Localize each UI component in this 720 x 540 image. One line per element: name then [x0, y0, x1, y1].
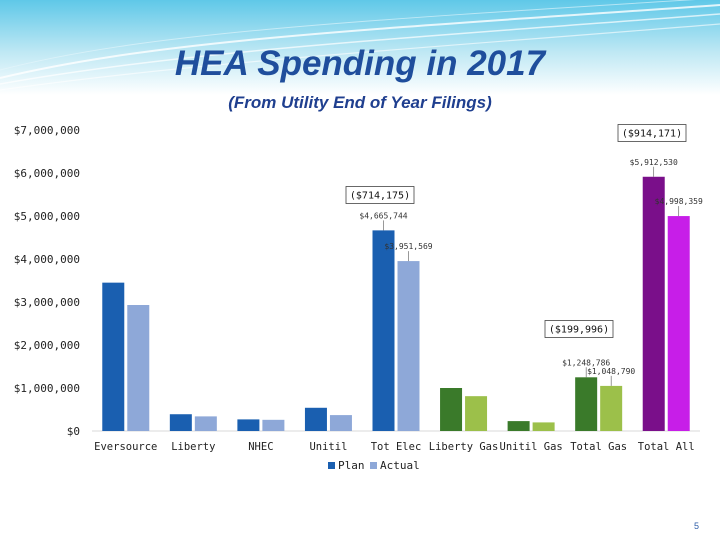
x-tick-label: Tot Elec — [371, 441, 422, 453]
bar-unitil-gas-actual — [532, 422, 555, 431]
x-tick-label: NHEC — [248, 441, 273, 453]
data-label: $1,048,790 — [587, 367, 635, 376]
variance-label: ($714,175) — [350, 191, 410, 202]
x-tick-label: Liberty — [171, 441, 215, 453]
x-tick-label: Total All — [638, 441, 695, 453]
bar-tot-elec-plan — [372, 230, 395, 431]
variance-box — [544, 320, 614, 338]
data-label: $3,951,569 — [384, 242, 432, 251]
bar-liberty-gas-actual — [465, 396, 488, 431]
bar-total-gas-actual — [600, 385, 623, 431]
legend-label: Plan — [338, 459, 365, 472]
bar-liberty-plan — [169, 414, 192, 431]
legend-swatch-plan — [328, 462, 335, 469]
data-label: $4,665,744 — [359, 211, 407, 220]
bar-eversource-plan — [102, 282, 125, 431]
slide-title: HEA Spending in 2017 — [174, 44, 546, 83]
slide-subtitle: (From Utility End of Year Filings) — [228, 93, 492, 112]
bar-total-gas-plan — [575, 377, 598, 431]
bar-unitil-plan — [304, 407, 327, 431]
bar-total-all-plan — [642, 176, 665, 431]
variance-label: ($199,996) — [549, 325, 609, 336]
legend-label: Actual — [380, 459, 420, 472]
data-label: $1,248,786 — [562, 358, 610, 367]
x-tick-label: Total Gas — [570, 441, 627, 453]
legend-swatch-actual — [370, 462, 377, 469]
bar-liberty-actual — [194, 416, 217, 431]
data-label: $5,912,530 — [630, 158, 678, 167]
y-tick-label: $6,000,000 — [14, 167, 80, 180]
x-tick-label: Unitil Gas — [500, 441, 563, 453]
bar-unitil-actual — [329, 415, 352, 431]
y-tick-label: $4,000,000 — [14, 253, 80, 266]
variance-box — [617, 124, 687, 142]
bar-nhec-actual — [262, 419, 285, 431]
y-tick-label: $3,000,000 — [14, 296, 80, 309]
header-background — [0, 0, 720, 95]
bar-unitil-gas-plan — [507, 421, 530, 431]
bar-liberty-gas-plan — [440, 388, 463, 431]
y-tick-label: $5,000,000 — [14, 210, 80, 223]
x-tick-label: Unitil — [309, 441, 347, 453]
y-tick-label: $2,000,000 — [14, 339, 80, 352]
data-label: $4,998,359 — [655, 197, 703, 206]
bar-nhec-plan — [237, 419, 260, 431]
bar-tot-elec-actual — [397, 261, 420, 431]
y-tick-label: $1,000,000 — [14, 382, 80, 395]
x-tick-label: Liberty Gas — [429, 441, 499, 453]
bar-eversource-actual — [127, 305, 150, 431]
bar-total-all-actual — [667, 216, 690, 431]
slide-number: 5 — [694, 521, 700, 531]
y-tick-label: $0 — [67, 425, 80, 438]
x-tick-label: Eversource — [94, 441, 157, 453]
variance-box — [345, 186, 415, 204]
y-tick-label: $7,000,000 — [14, 124, 80, 137]
variance-label: ($914,171) — [622, 129, 682, 140]
